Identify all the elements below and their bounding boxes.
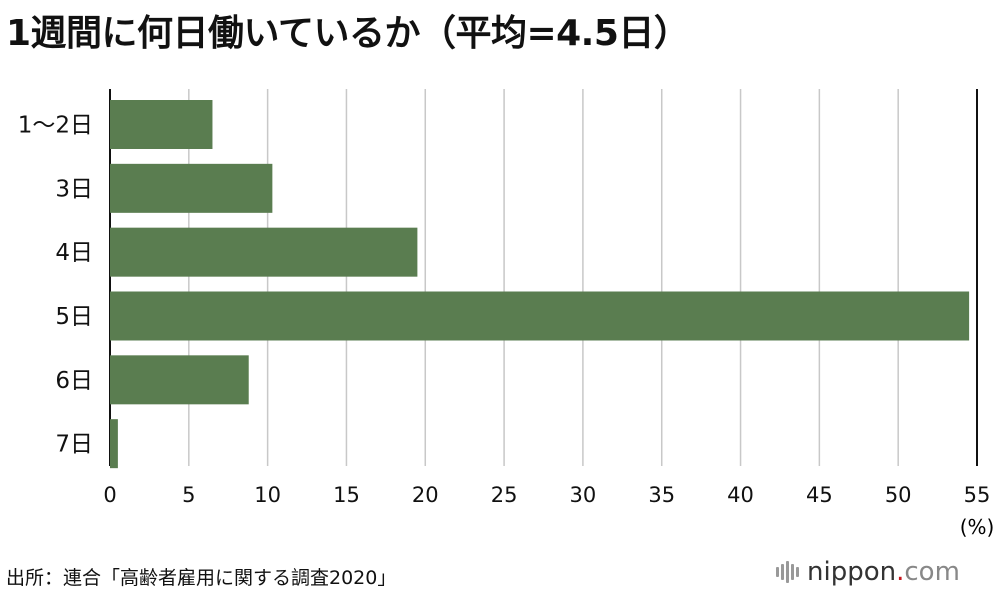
bar xyxy=(110,419,118,469)
x-tick-label: 45 xyxy=(806,483,833,507)
category-label: 5日 xyxy=(55,304,93,330)
category-label: 4日 xyxy=(55,240,93,266)
bar xyxy=(110,291,970,341)
bars xyxy=(110,100,970,469)
source-note: 出所：連合「高齢者雇用に関する調査2020」 xyxy=(6,567,397,589)
x-tick-label: 0 xyxy=(103,483,116,507)
bar xyxy=(110,100,213,149)
category-label: 1〜2日 xyxy=(18,113,93,139)
category-label: 7日 xyxy=(55,432,93,458)
x-tick-label: 25 xyxy=(491,483,518,507)
bar xyxy=(110,163,273,213)
chart-title: 1週間に何日働いているか（平均=4.5日） xyxy=(6,13,690,54)
bar xyxy=(110,227,418,277)
unit-label: (%) xyxy=(960,515,995,539)
logo-name: nippon xyxy=(807,557,897,587)
x-tick-label: 10 xyxy=(254,483,281,507)
x-tick-label: 35 xyxy=(648,483,675,507)
x-tick-label: 40 xyxy=(727,483,754,507)
category-label: 3日 xyxy=(55,176,93,202)
category-labels: 1〜2日 3日 4日 5日 6日 7日 xyxy=(18,113,93,458)
x-tick-label: 30 xyxy=(570,483,597,507)
bar xyxy=(110,355,249,405)
x-tick-label: 5 xyxy=(182,483,195,507)
nippon-logo: nippon. com xyxy=(776,557,960,587)
x-tick-labels: 0 5 10 15 20 25 30 35 40 45 50 55 xyxy=(103,483,990,507)
x-tick-label: 55 xyxy=(964,483,991,507)
x-tick-label: 15 xyxy=(333,483,360,507)
x-tick-label: 50 xyxy=(885,483,912,507)
logo-icon xyxy=(776,561,799,583)
x-tick-label: 20 xyxy=(412,483,439,507)
logo-dot: . xyxy=(896,557,905,587)
gridlines xyxy=(109,89,978,466)
logo-tld: com xyxy=(904,557,960,587)
category-label: 6日 xyxy=(55,368,93,394)
